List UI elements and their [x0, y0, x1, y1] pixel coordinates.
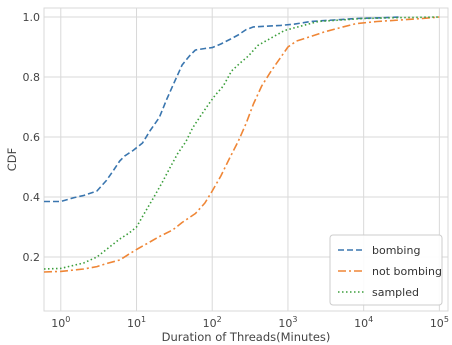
- legend-label: bombing: [372, 244, 420, 257]
- y-tick-label: 0.8: [23, 71, 41, 84]
- y-tick-label: 0.6: [23, 131, 41, 144]
- series-line-bombing: [44, 16, 400, 203]
- x-tick-label: 105: [430, 315, 449, 330]
- y-tick-label: 1.0: [23, 11, 41, 24]
- plot-area-frame: [43, 7, 449, 312]
- y-axis-label: CDF: [5, 148, 19, 172]
- x-axis-label: Duration of Threads(Minutes): [162, 330, 331, 344]
- series-group: [43, 16, 440, 273]
- legend-label: not bombing: [372, 265, 442, 278]
- tick-labels: 100 101 102 103 104 105 0.2 0.4 0.6 0.8 1.0: [23, 11, 449, 330]
- legend-label: sampled: [372, 286, 419, 299]
- grid: [44, 8, 448, 311]
- legend-box: [329, 234, 443, 306]
- y-tick-label: 0.2: [23, 251, 41, 264]
- y-tick-label: 0.4: [23, 191, 41, 204]
- series-line-sampled: [43, 16, 440, 270]
- x-tick-label: 103: [278, 315, 297, 330]
- x-tick-label: 101: [127, 315, 146, 330]
- x-tick-label: 100: [51, 315, 70, 330]
- series-line-not-bombing: [43, 16, 440, 273]
- legend: bombing not bombing sampled: [329, 234, 443, 306]
- x-tick-label: 102: [203, 315, 222, 330]
- x-tick-label: 104: [354, 315, 373, 330]
